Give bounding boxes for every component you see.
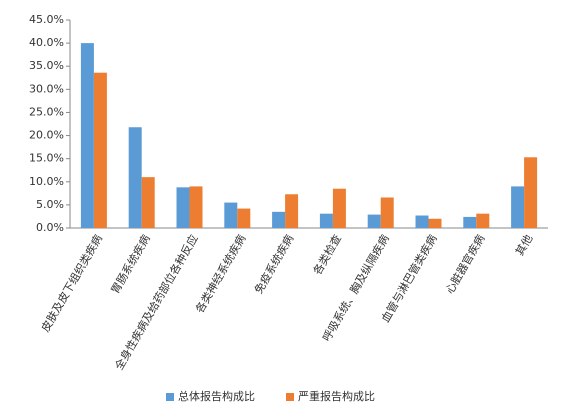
bar <box>463 216 477 228</box>
bar <box>189 186 203 228</box>
bar <box>428 218 442 228</box>
x-tick-label: 免疫系统疾病 <box>251 232 296 296</box>
legend-swatch <box>166 393 174 401</box>
bar <box>380 197 394 228</box>
bar <box>332 188 346 228</box>
x-tick-label: 各类神经系统疾病 <box>192 232 248 315</box>
y-tick-label: 0.0% <box>36 221 64 234</box>
x-tick-label: 皮肤及皮下组织类疾病 <box>38 232 105 334</box>
legend-label: 总体报告构成比 <box>178 389 255 403</box>
bar <box>285 194 299 228</box>
x-tick-label: 全身性疾病及给药部位各种反应 <box>112 232 201 372</box>
bar <box>511 186 525 228</box>
x-tick-label: 其他 <box>513 233 535 259</box>
bar <box>93 72 107 229</box>
bar <box>476 213 490 228</box>
x-tick-label: 心脏器官疾病 <box>442 232 487 296</box>
legend-swatch <box>286 393 294 401</box>
bar <box>272 211 286 228</box>
y-tick-label: 30.0% <box>29 82 64 95</box>
x-tick-label: 胃肠系统疾病 <box>108 232 153 296</box>
y-tick-label: 25.0% <box>29 105 64 118</box>
bar <box>176 187 190 228</box>
bar <box>319 213 333 228</box>
bar <box>224 202 238 228</box>
y-tick-label: 35.0% <box>29 59 64 72</box>
legend-label: 严重报告构成比 <box>298 389 375 403</box>
y-tick-label: 40.0% <box>29 36 64 49</box>
bar <box>524 157 538 228</box>
x-tick-label: 各类检查 <box>310 232 344 277</box>
bar <box>237 208 251 228</box>
bar <box>128 127 142 228</box>
bar <box>367 214 381 228</box>
bar <box>415 215 429 228</box>
y-tick-label: 20.0% <box>29 129 64 142</box>
y-tick-label: 5.0% <box>36 198 64 211</box>
y-tick-label: 45.0% <box>29 13 64 26</box>
bar <box>141 177 155 228</box>
y-tick-label: 10.0% <box>29 175 64 188</box>
bar <box>80 43 94 228</box>
y-tick-label: 15.0% <box>29 152 64 165</box>
